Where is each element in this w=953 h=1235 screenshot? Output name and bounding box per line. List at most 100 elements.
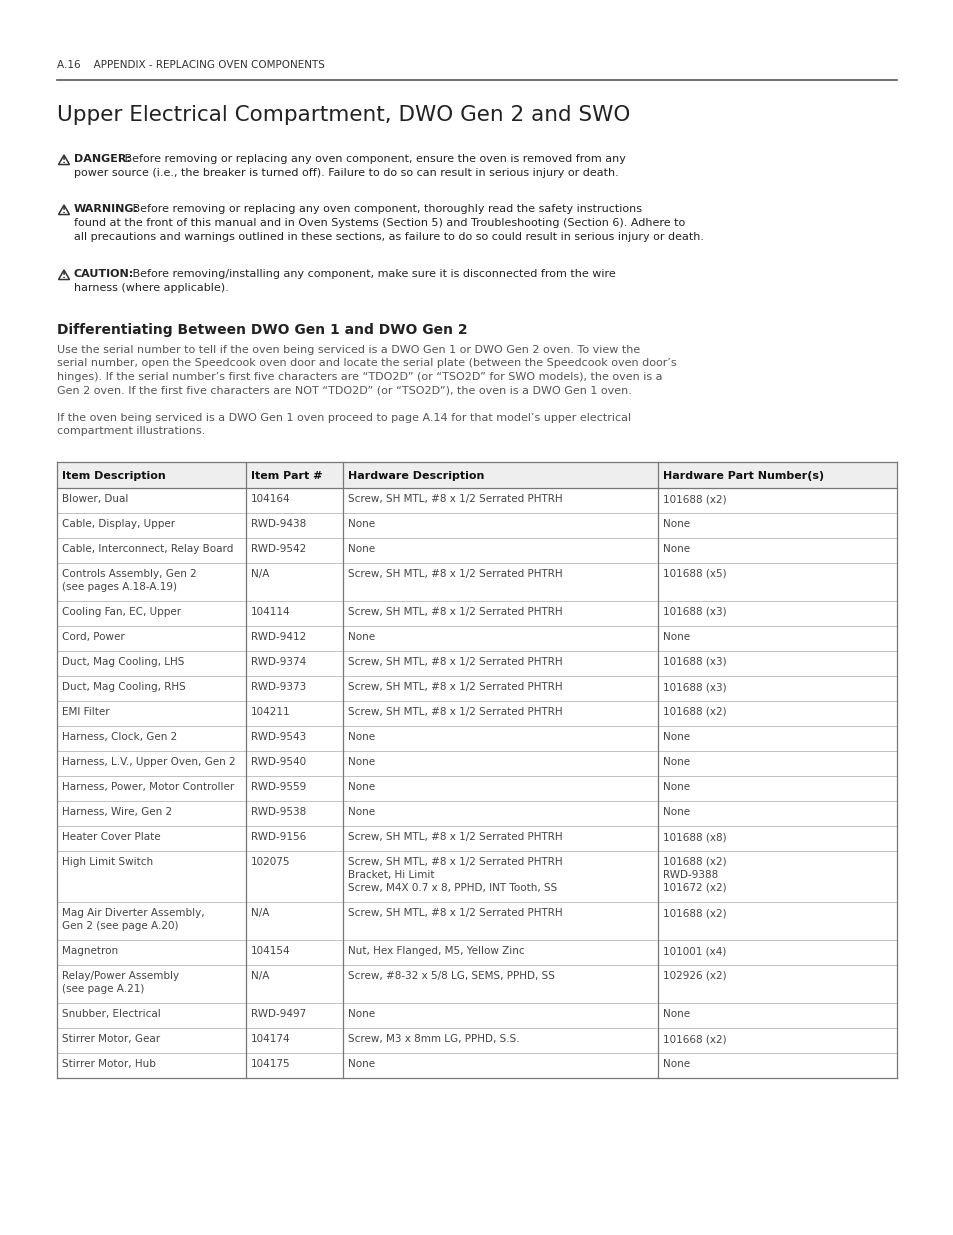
- Text: None: None: [662, 543, 689, 555]
- Bar: [57, 802, 896, 826]
- Text: 101688 (x2): 101688 (x2): [662, 857, 725, 867]
- Text: None: None: [662, 1009, 689, 1019]
- Bar: [57, 513, 896, 538]
- Text: None: None: [347, 806, 375, 818]
- Text: Before removing or replacing any oven component, thoroughly read the safety inst: Before removing or replacing any oven co…: [129, 204, 641, 214]
- Text: 101688 (x8): 101688 (x8): [662, 832, 725, 842]
- Bar: [57, 751, 896, 776]
- Text: RWD-9497: RWD-9497: [251, 1009, 306, 1019]
- Text: None: None: [662, 632, 689, 642]
- Text: None: None: [347, 732, 375, 742]
- Bar: [57, 726, 896, 751]
- Bar: [57, 462, 896, 488]
- Text: 101688 (x3): 101688 (x3): [662, 682, 725, 692]
- Text: N/A: N/A: [251, 908, 269, 918]
- Text: Duct, Mag Cooling, LHS: Duct, Mag Cooling, LHS: [62, 657, 184, 667]
- Text: 101688 (x2): 101688 (x2): [662, 494, 725, 504]
- Text: 101001 (x4): 101001 (x4): [662, 946, 725, 956]
- Text: Screw, M3 x 8mm LG, PPHD, S.S.: Screw, M3 x 8mm LG, PPHD, S.S.: [347, 1034, 518, 1044]
- Text: Hardware Description: Hardware Description: [347, 471, 483, 480]
- Text: Snubber, Electrical: Snubber, Electrical: [62, 1009, 161, 1019]
- Text: (see page A.21): (see page A.21): [62, 984, 144, 994]
- Bar: [57, 1028, 896, 1053]
- Text: Screw, #8-32 x 5/8 LG, SEMS, PPHD, SS: Screw, #8-32 x 5/8 LG, SEMS, PPHD, SS: [347, 971, 554, 981]
- Text: serial number, open the Speedcook oven door and locate the serial plate (between: serial number, open the Speedcook oven d…: [57, 358, 676, 368]
- Text: 101688 (x5): 101688 (x5): [662, 569, 725, 579]
- Text: 104164: 104164: [251, 494, 291, 504]
- Text: !: !: [62, 272, 66, 280]
- Text: Stirrer Motor, Gear: Stirrer Motor, Gear: [62, 1034, 160, 1044]
- Text: Controls Assembly, Gen 2: Controls Assembly, Gen 2: [62, 569, 196, 579]
- Text: power source (i.e., the breaker is turned off). Failure to do so can result in s: power source (i.e., the breaker is turne…: [74, 168, 618, 178]
- Bar: [57, 563, 896, 601]
- Text: Screw, SH MTL, #8 x 1/2 Serrated PHTRH: Screw, SH MTL, #8 x 1/2 Serrated PHTRH: [347, 606, 561, 618]
- Text: compartment illustrations.: compartment illustrations.: [57, 426, 205, 436]
- Text: None: None: [662, 806, 689, 818]
- Text: Harness, L.V., Upper Oven, Gen 2: Harness, L.V., Upper Oven, Gen 2: [62, 757, 235, 767]
- Text: Magnetron: Magnetron: [62, 946, 118, 956]
- Text: Screw, SH MTL, #8 x 1/2 Serrated PHTRH: Screw, SH MTL, #8 x 1/2 Serrated PHTRH: [347, 706, 561, 718]
- Text: RWD-9542: RWD-9542: [251, 543, 306, 555]
- Text: Gen 2 (see page A.20): Gen 2 (see page A.20): [62, 921, 178, 931]
- Text: Screw, SH MTL, #8 x 1/2 Serrated PHTRH: Screw, SH MTL, #8 x 1/2 Serrated PHTRH: [347, 857, 561, 867]
- Text: 101688 (x3): 101688 (x3): [662, 657, 725, 667]
- Text: Item Description: Item Description: [62, 471, 166, 480]
- Text: Harness, Wire, Gen 2: Harness, Wire, Gen 2: [62, 806, 172, 818]
- Text: Harness, Clock, Gen 2: Harness, Clock, Gen 2: [62, 732, 177, 742]
- Text: RWD-9538: RWD-9538: [251, 806, 306, 818]
- Text: N/A: N/A: [251, 569, 269, 579]
- Text: Blower, Dual: Blower, Dual: [62, 494, 129, 504]
- Text: Hardware Part Number(s): Hardware Part Number(s): [662, 471, 822, 480]
- Text: Use the serial number to tell if the oven being serviced is a DWO Gen 1 or DWO G: Use the serial number to tell if the ove…: [57, 345, 639, 354]
- Text: Before removing/installing any component, make sure it is disconnected from the : Before removing/installing any component…: [129, 269, 615, 279]
- Text: RWD-9543: RWD-9543: [251, 732, 306, 742]
- Bar: [57, 965, 896, 1003]
- Text: RWD-9559: RWD-9559: [251, 782, 306, 792]
- Text: Item Part #: Item Part #: [251, 471, 322, 480]
- Text: !: !: [62, 157, 66, 165]
- Text: Screw, SH MTL, #8 x 1/2 Serrated PHTRH: Screw, SH MTL, #8 x 1/2 Serrated PHTRH: [347, 908, 561, 918]
- Text: N/A: N/A: [251, 971, 269, 981]
- Text: Harness, Power, Motor Controller: Harness, Power, Motor Controller: [62, 782, 234, 792]
- Text: 101688 (x2): 101688 (x2): [662, 908, 725, 918]
- Text: 101688 (x3): 101688 (x3): [662, 606, 725, 618]
- Text: None: None: [347, 757, 375, 767]
- Text: Screw, SH MTL, #8 x 1/2 Serrated PHTRH: Screw, SH MTL, #8 x 1/2 Serrated PHTRH: [347, 657, 561, 667]
- Bar: [57, 651, 896, 676]
- Bar: [57, 1053, 896, 1078]
- Text: Cord, Power: Cord, Power: [62, 632, 125, 642]
- Text: Cable, Interconnect, Relay Board: Cable, Interconnect, Relay Board: [62, 543, 233, 555]
- Text: None: None: [347, 782, 375, 792]
- Text: None: None: [347, 543, 375, 555]
- Text: 104175: 104175: [251, 1058, 291, 1070]
- Text: hinges). If the serial number’s first five characters are “TDO2D” (or “TSO2D” fo: hinges). If the serial number’s first fi…: [57, 372, 661, 382]
- Text: None: None: [662, 757, 689, 767]
- Text: Duct, Mag Cooling, RHS: Duct, Mag Cooling, RHS: [62, 682, 186, 692]
- Text: Mag Air Diverter Assembly,: Mag Air Diverter Assembly,: [62, 908, 204, 918]
- Text: Differentiating Between DWO Gen 1 and DWO Gen 2: Differentiating Between DWO Gen 1 and DW…: [57, 324, 467, 337]
- Text: Relay/Power Assembly: Relay/Power Assembly: [62, 971, 179, 981]
- Text: Screw, SH MTL, #8 x 1/2 Serrated PHTRH: Screw, SH MTL, #8 x 1/2 Serrated PHTRH: [347, 494, 561, 504]
- Bar: [57, 826, 896, 851]
- Bar: [57, 538, 896, 563]
- Bar: [57, 601, 896, 626]
- Bar: [57, 626, 896, 651]
- Text: 102926 (x2): 102926 (x2): [662, 971, 725, 981]
- Bar: [57, 940, 896, 965]
- Text: !: !: [62, 206, 66, 215]
- Text: 101668 (x2): 101668 (x2): [662, 1034, 725, 1044]
- Text: None: None: [662, 782, 689, 792]
- Bar: [57, 1003, 896, 1028]
- Text: Bracket, Hi Limit: Bracket, Hi Limit: [347, 869, 434, 881]
- Text: Heater Cover Plate: Heater Cover Plate: [62, 832, 160, 842]
- Text: Nut, Hex Flanged, M5, Yellow Zinc: Nut, Hex Flanged, M5, Yellow Zinc: [347, 946, 524, 956]
- Text: High Limit Switch: High Limit Switch: [62, 857, 153, 867]
- Text: Screw, SH MTL, #8 x 1/2 Serrated PHTRH: Screw, SH MTL, #8 x 1/2 Serrated PHTRH: [347, 682, 561, 692]
- Text: None: None: [347, 519, 375, 529]
- Text: Stirrer Motor, Hub: Stirrer Motor, Hub: [62, 1058, 155, 1070]
- Text: (see pages A.18-A.19): (see pages A.18-A.19): [62, 582, 177, 592]
- Text: WARNING:: WARNING:: [74, 204, 139, 214]
- Text: A.16    APPENDIX - REPLACING OVEN COMPONENTS: A.16 APPENDIX - REPLACING OVEN COMPONENT…: [57, 61, 325, 70]
- Text: RWD-9156: RWD-9156: [251, 832, 306, 842]
- Text: Screw, M4X 0.7 x 8, PPHD, INT Tooth, SS: Screw, M4X 0.7 x 8, PPHD, INT Tooth, SS: [347, 883, 557, 893]
